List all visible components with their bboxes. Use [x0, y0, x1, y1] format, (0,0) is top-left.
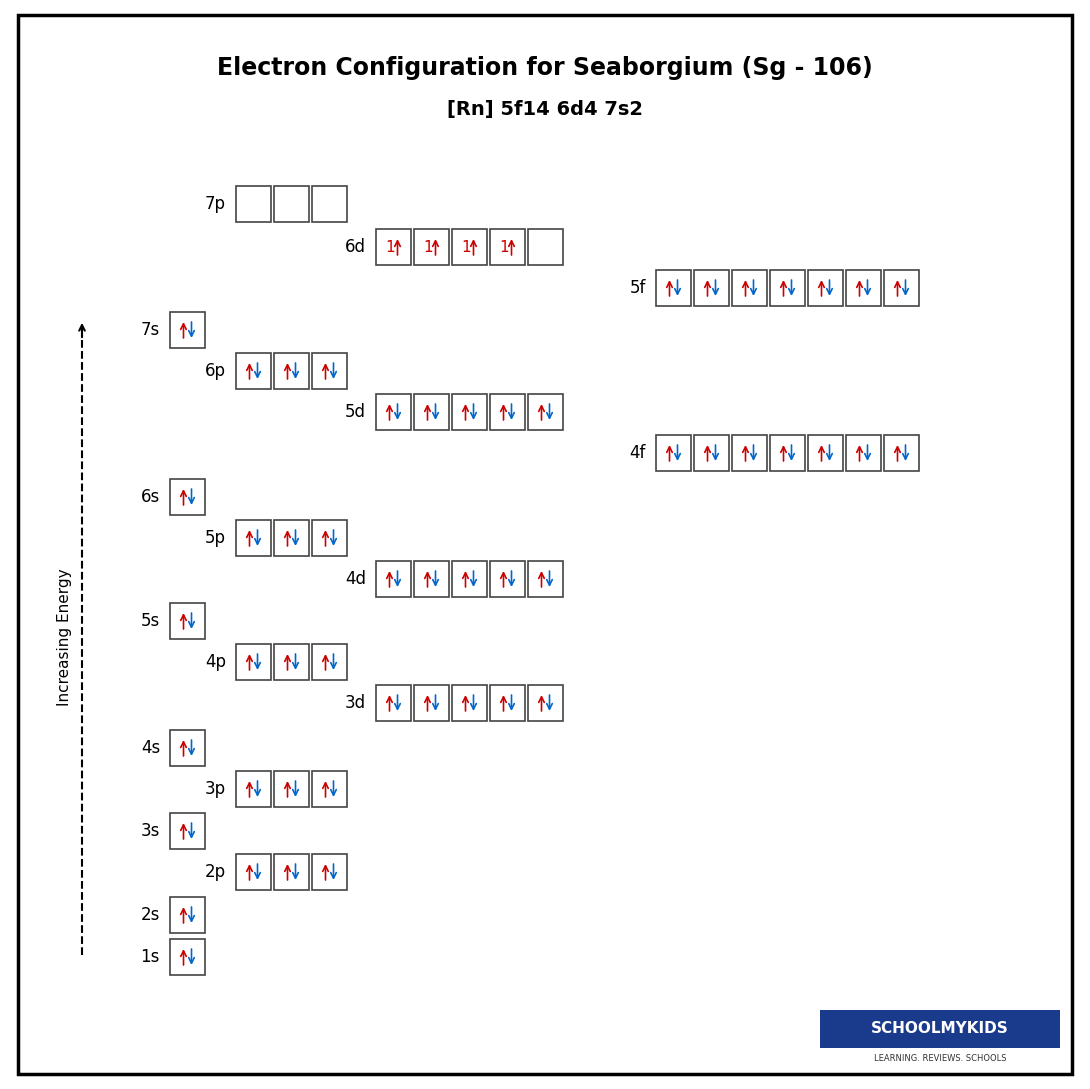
Bar	[732, 270, 767, 306]
Text: 7s: 7s	[141, 321, 160, 339]
Bar	[694, 270, 729, 306]
Text: 6s: 6s	[141, 488, 160, 506]
Bar	[414, 394, 449, 430]
Text: 1: 1	[386, 240, 396, 255]
Bar	[656, 270, 691, 306]
Text: Electron Configuration for Seaborgium (Sg - 106): Electron Configuration for Seaborgium (S…	[217, 56, 873, 79]
Bar	[808, 270, 843, 306]
Bar	[170, 813, 205, 849]
Text: 4s: 4s	[141, 739, 160, 757]
Bar	[452, 229, 487, 265]
Bar	[376, 561, 411, 597]
Bar	[490, 394, 525, 430]
Bar	[312, 353, 347, 389]
Text: 5p: 5p	[205, 529, 226, 547]
Bar	[170, 730, 205, 766]
Bar	[452, 561, 487, 597]
Bar	[312, 854, 347, 890]
Bar	[237, 521, 271, 556]
Text: 5d: 5d	[346, 403, 366, 421]
Bar	[376, 394, 411, 430]
Text: Increasing Energy: Increasing Energy	[57, 568, 72, 707]
Bar	[694, 435, 729, 472]
Text: 3s: 3s	[141, 822, 160, 840]
Bar	[237, 771, 271, 807]
Text: 4p: 4p	[205, 653, 226, 671]
Bar	[820, 1048, 1059, 1068]
Bar	[237, 854, 271, 890]
Bar	[770, 270, 806, 306]
Text: 2p: 2p	[205, 862, 226, 881]
Text: 5f: 5f	[630, 279, 646, 297]
Bar	[490, 685, 525, 721]
Bar	[237, 186, 271, 222]
Text: [Rn] 5f14 6d4 7s2: [Rn] 5f14 6d4 7s2	[447, 100, 643, 120]
Bar	[490, 229, 525, 265]
Text: 7p: 7p	[205, 195, 226, 213]
Bar	[170, 939, 205, 975]
Text: 1: 1	[424, 240, 434, 255]
Bar	[490, 561, 525, 597]
Bar	[274, 186, 308, 222]
Bar	[274, 353, 308, 389]
Bar	[452, 685, 487, 721]
Bar	[312, 644, 347, 680]
Text: 2s: 2s	[141, 906, 160, 923]
Bar	[452, 394, 487, 430]
Bar	[237, 644, 271, 680]
Bar	[732, 435, 767, 472]
Bar	[274, 644, 308, 680]
Bar	[237, 353, 271, 389]
Bar	[414, 229, 449, 265]
Bar	[820, 1010, 1059, 1048]
Bar	[170, 313, 205, 348]
Bar	[170, 603, 205, 639]
Bar	[274, 771, 308, 807]
Bar	[528, 685, 564, 721]
Bar	[274, 854, 308, 890]
Bar	[884, 270, 919, 306]
Bar	[376, 685, 411, 721]
Bar	[846, 270, 881, 306]
Text: 1: 1	[499, 240, 509, 255]
Text: 4f: 4f	[630, 444, 646, 462]
Bar	[312, 186, 347, 222]
Bar	[170, 897, 205, 933]
Bar	[770, 435, 806, 472]
Bar	[846, 435, 881, 472]
Bar	[528, 394, 564, 430]
Bar	[170, 479, 205, 515]
Text: 3p: 3p	[205, 780, 226, 798]
Text: LEARNING. REVIEWS. SCHOOLS: LEARNING. REVIEWS. SCHOOLS	[874, 1054, 1006, 1063]
Text: 4d: 4d	[346, 570, 366, 588]
Bar	[312, 521, 347, 556]
Bar	[312, 771, 347, 807]
Bar	[656, 435, 691, 472]
Bar	[414, 561, 449, 597]
Bar	[528, 561, 564, 597]
Text: SCHOOLMYKIDS: SCHOOLMYKIDS	[871, 1021, 1009, 1036]
Text: 5s: 5s	[141, 612, 160, 631]
Bar	[808, 435, 843, 472]
Bar	[376, 229, 411, 265]
Text: 1: 1	[462, 240, 471, 255]
Text: 6p: 6p	[205, 362, 226, 380]
Bar	[414, 685, 449, 721]
Text: 3d: 3d	[344, 694, 366, 712]
Text: 6d: 6d	[346, 238, 366, 256]
Bar	[884, 435, 919, 472]
Bar	[528, 229, 564, 265]
Bar	[274, 521, 308, 556]
Text: 1s: 1s	[141, 949, 160, 966]
